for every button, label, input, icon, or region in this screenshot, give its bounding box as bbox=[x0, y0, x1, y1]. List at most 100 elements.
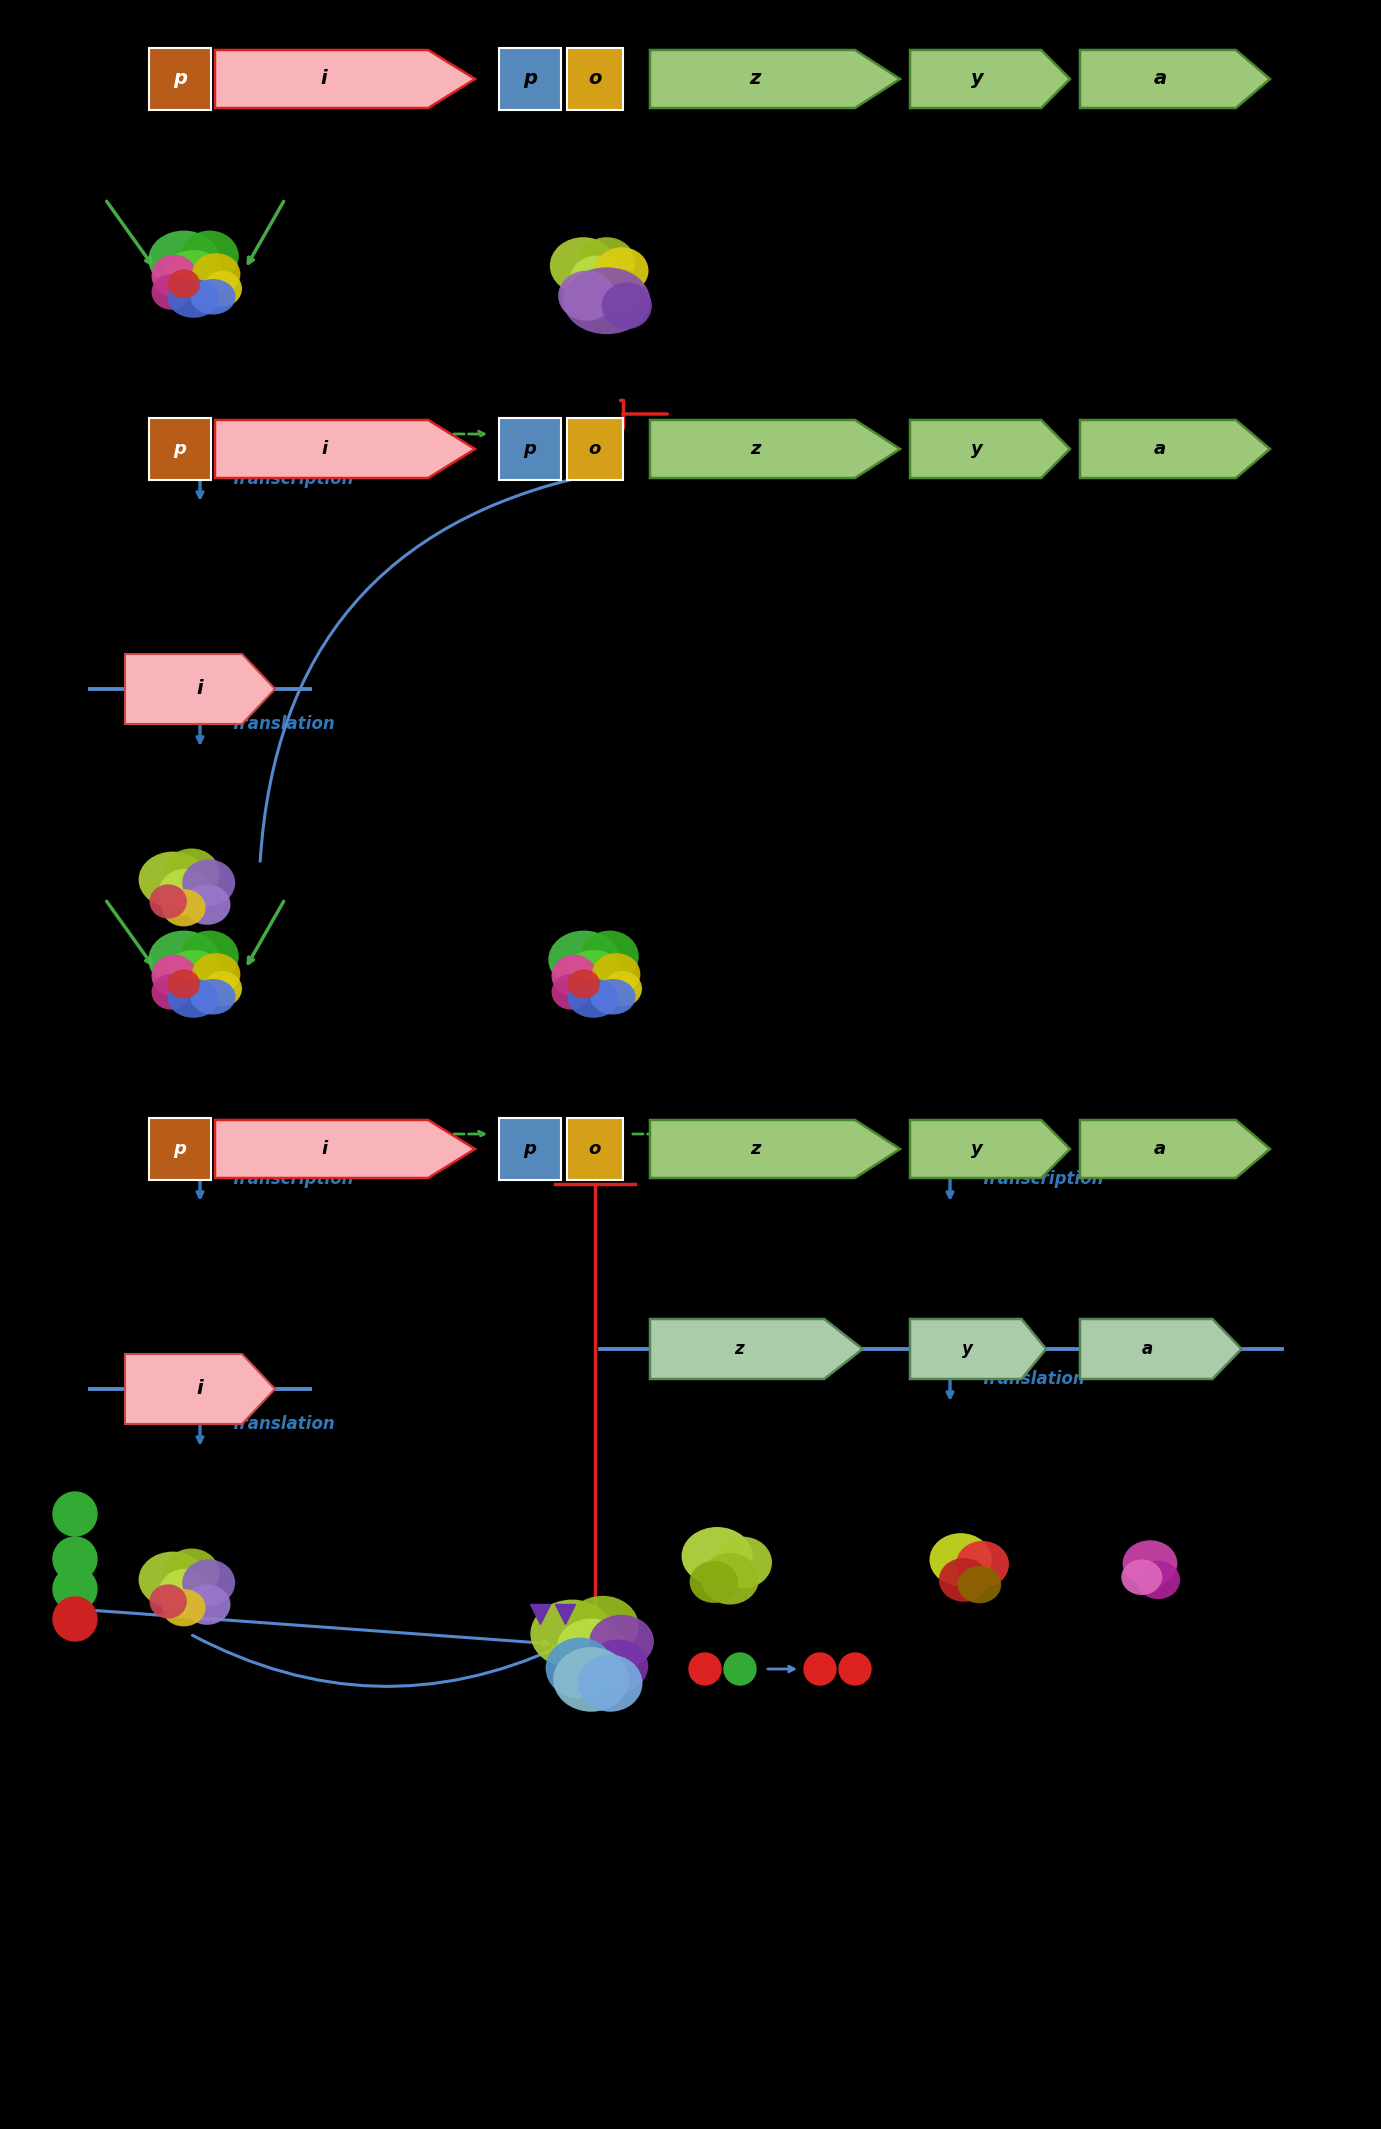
Polygon shape bbox=[215, 1120, 475, 1177]
Ellipse shape bbox=[164, 950, 222, 994]
FancyBboxPatch shape bbox=[149, 1118, 211, 1179]
Ellipse shape bbox=[939, 1558, 989, 1601]
FancyBboxPatch shape bbox=[499, 49, 561, 111]
Ellipse shape bbox=[956, 1541, 1010, 1588]
Ellipse shape bbox=[148, 930, 220, 988]
Ellipse shape bbox=[149, 884, 186, 918]
Polygon shape bbox=[910, 49, 1070, 109]
Ellipse shape bbox=[689, 1561, 737, 1603]
Ellipse shape bbox=[162, 890, 206, 926]
Ellipse shape bbox=[203, 270, 242, 307]
Ellipse shape bbox=[192, 253, 240, 296]
Text: z: z bbox=[750, 70, 761, 89]
Ellipse shape bbox=[568, 969, 599, 999]
Ellipse shape bbox=[682, 1526, 753, 1586]
Ellipse shape bbox=[545, 1637, 615, 1699]
Text: p: p bbox=[174, 1139, 186, 1158]
Ellipse shape bbox=[570, 255, 623, 302]
Ellipse shape bbox=[167, 279, 220, 317]
Ellipse shape bbox=[563, 268, 650, 334]
Ellipse shape bbox=[1137, 1561, 1181, 1599]
FancyBboxPatch shape bbox=[568, 1118, 623, 1179]
Text: z: z bbox=[735, 1339, 744, 1358]
Circle shape bbox=[804, 1652, 836, 1684]
Ellipse shape bbox=[182, 1558, 235, 1605]
Text: p: p bbox=[174, 441, 186, 458]
Ellipse shape bbox=[714, 1537, 772, 1588]
FancyBboxPatch shape bbox=[499, 417, 561, 479]
Text: Translation: Translation bbox=[231, 1416, 334, 1433]
Circle shape bbox=[52, 1537, 97, 1582]
Ellipse shape bbox=[191, 979, 236, 1016]
Text: i: i bbox=[320, 70, 327, 89]
Ellipse shape bbox=[138, 852, 207, 907]
Text: o: o bbox=[588, 70, 602, 89]
Polygon shape bbox=[1080, 419, 1271, 479]
Ellipse shape bbox=[551, 975, 590, 1009]
Text: a: a bbox=[1142, 1339, 1153, 1358]
Ellipse shape bbox=[182, 860, 235, 907]
Polygon shape bbox=[1080, 1320, 1242, 1380]
Ellipse shape bbox=[602, 283, 652, 330]
Text: z: z bbox=[750, 1139, 761, 1158]
Ellipse shape bbox=[568, 979, 620, 1018]
Ellipse shape bbox=[138, 1552, 207, 1607]
Polygon shape bbox=[1080, 1120, 1271, 1177]
Ellipse shape bbox=[603, 971, 642, 1007]
Ellipse shape bbox=[1123, 1539, 1178, 1586]
Ellipse shape bbox=[579, 236, 635, 287]
Ellipse shape bbox=[159, 869, 211, 915]
Ellipse shape bbox=[152, 975, 191, 1009]
Ellipse shape bbox=[1121, 1558, 1163, 1595]
Text: p: p bbox=[173, 70, 186, 89]
Ellipse shape bbox=[566, 1597, 638, 1656]
Text: i: i bbox=[322, 441, 327, 458]
Text: a: a bbox=[1153, 441, 1166, 458]
Text: Translation: Translation bbox=[231, 715, 334, 732]
Ellipse shape bbox=[592, 954, 641, 994]
Text: Transcription: Transcription bbox=[231, 471, 354, 488]
Text: o: o bbox=[588, 441, 601, 458]
Ellipse shape bbox=[557, 1618, 626, 1676]
Text: i: i bbox=[196, 1380, 203, 1399]
Text: y: y bbox=[971, 1139, 983, 1158]
Ellipse shape bbox=[580, 930, 639, 981]
Circle shape bbox=[724, 1652, 755, 1684]
Ellipse shape bbox=[595, 247, 649, 294]
Ellipse shape bbox=[551, 954, 597, 996]
Ellipse shape bbox=[554, 1648, 630, 1712]
Ellipse shape bbox=[597, 268, 644, 309]
Text: a: a bbox=[1153, 70, 1167, 89]
Text: o: o bbox=[588, 1139, 601, 1158]
Circle shape bbox=[52, 1567, 97, 1612]
FancyBboxPatch shape bbox=[499, 1118, 561, 1179]
FancyBboxPatch shape bbox=[568, 49, 623, 111]
Text: z: z bbox=[750, 441, 761, 458]
Text: p: p bbox=[523, 1139, 536, 1158]
Ellipse shape bbox=[590, 979, 635, 1016]
Ellipse shape bbox=[159, 1569, 211, 1616]
Polygon shape bbox=[910, 1120, 1070, 1177]
Ellipse shape bbox=[702, 1552, 760, 1605]
Ellipse shape bbox=[152, 275, 191, 309]
Text: i: i bbox=[322, 1139, 327, 1158]
Polygon shape bbox=[126, 654, 275, 724]
Polygon shape bbox=[650, 1320, 863, 1380]
Text: y: y bbox=[971, 70, 983, 89]
Ellipse shape bbox=[167, 969, 200, 999]
Ellipse shape bbox=[957, 1567, 1001, 1603]
Ellipse shape bbox=[181, 230, 239, 283]
Ellipse shape bbox=[164, 249, 222, 296]
Ellipse shape bbox=[203, 971, 242, 1007]
Ellipse shape bbox=[530, 1599, 615, 1667]
Text: y: y bbox=[971, 441, 983, 458]
Circle shape bbox=[52, 1492, 97, 1535]
Text: i: i bbox=[196, 679, 203, 698]
Polygon shape bbox=[650, 49, 900, 109]
Ellipse shape bbox=[184, 1584, 231, 1624]
Ellipse shape bbox=[162, 1588, 206, 1627]
Ellipse shape bbox=[184, 884, 231, 924]
Polygon shape bbox=[910, 1320, 1045, 1380]
Ellipse shape bbox=[587, 1639, 648, 1693]
Text: a: a bbox=[1153, 1139, 1166, 1158]
